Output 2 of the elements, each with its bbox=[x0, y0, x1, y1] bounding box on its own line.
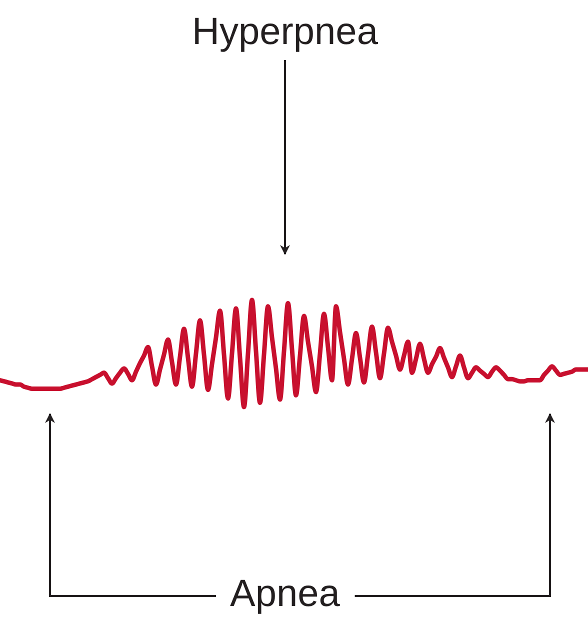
text: Apnea bbox=[230, 573, 341, 615]
text: Hyperpnea bbox=[192, 11, 379, 53]
